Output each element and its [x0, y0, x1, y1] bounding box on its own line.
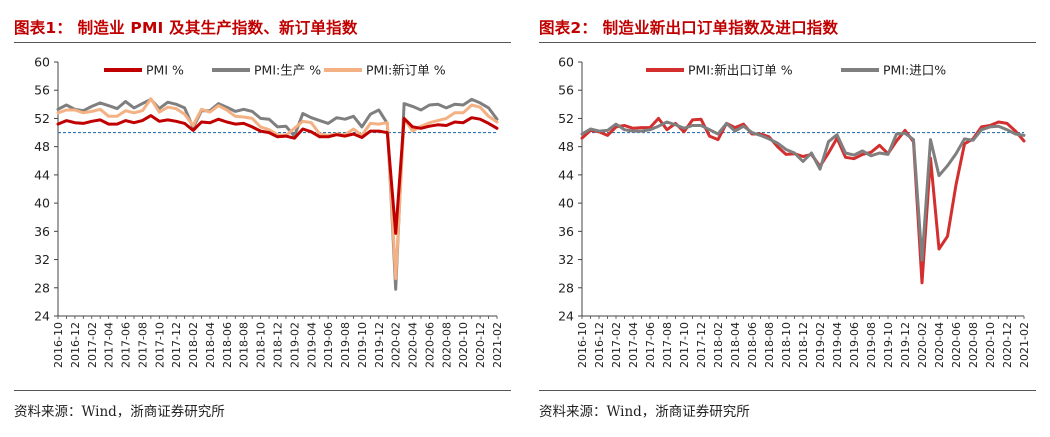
x-tick-label: 2018-10: [780, 322, 793, 368]
y-tick-label: 56: [34, 83, 50, 98]
y-tick-label: 52: [558, 111, 574, 126]
x-tick-label: 2017-06: [120, 322, 133, 368]
title-divider: [14, 42, 511, 43]
series-line-2: [56, 97, 499, 281]
x-tick-label: 2016-10: [52, 322, 65, 368]
series-line-0: [56, 114, 499, 235]
x-tick-label: 2020-06: [950, 322, 963, 368]
y-tick-label: 48: [558, 139, 574, 154]
x-tick-label: 2017-04: [627, 322, 640, 368]
x-tick-label: 2019-10: [882, 322, 895, 368]
x-tick-label: 2021-02: [491, 322, 504, 368]
x-tick-label: 2018-04: [204, 322, 217, 368]
y-tick-label: 40: [558, 196, 574, 211]
x-tick-label: 2020-04: [407, 322, 420, 368]
x-tick-label: 2017-08: [136, 322, 149, 368]
x-tick-label: 2020-10: [457, 322, 470, 368]
x-tick-label: 2018-08: [763, 322, 776, 368]
x-tick-label: 2017-10: [678, 322, 691, 368]
source-note: 资料来源：Wind，浙商证券研究所: [539, 404, 750, 420]
y-tick-label: 36: [558, 224, 574, 239]
y-tick-label: 56: [558, 83, 574, 98]
x-tick-label: 2018-12: [797, 322, 810, 368]
series-line-1: [580, 120, 1026, 262]
x-tick-label: 2016-12: [69, 322, 82, 368]
x-tick-label: 2017-06: [644, 322, 657, 368]
x-tick-label: 2020-02: [390, 322, 403, 368]
x-tick-label: 2019-12: [373, 322, 386, 368]
legend-label: PMI %: [146, 63, 184, 78]
x-tick-label: 2019-08: [339, 322, 352, 368]
x-tick-label: 2020-08: [967, 322, 980, 368]
x-tick-label: 2019-06: [322, 322, 335, 368]
source-note: 资料来源：Wind，浙商证券研究所: [14, 404, 225, 420]
line-chart-1: 24 28 32 36 40 44 48 52 56 60 2016-10 2016-12 2017-0…: [34, 55, 504, 368]
x-tick-label: 2017-12: [695, 322, 708, 368]
x-tick-label: 2018-04: [729, 322, 742, 368]
x-tick-label: 2016-10: [576, 322, 589, 368]
x-tick-label: 2020-12: [474, 322, 487, 368]
y-tick-label: 44: [34, 167, 50, 182]
x-tick-label: 2019-04: [305, 322, 318, 368]
x-tick-label: 2020-04: [933, 322, 946, 368]
chart-title: 图表1： 制造业 PMI 及其生产指数、新订单指数: [14, 19, 358, 37]
x-tick-label: 2016-12: [593, 322, 606, 368]
x-tick-label: 2017-02: [86, 322, 99, 368]
chart-title: 图表2： 制造业新出口订单指数及进口指数: [539, 19, 839, 37]
x-tick-label: 2019-02: [814, 322, 827, 368]
y-tick-label: 24: [34, 309, 50, 324]
x-tick-label: 2021-02: [1018, 322, 1031, 368]
x-tick-label: 2020-02: [916, 322, 929, 368]
chart-panel-1: 图表1： 制造业 PMI 及其生产指数、新订单指数 24 28 32 36 40 44 48…: [14, 19, 511, 420]
series-line-0: [580, 116, 1026, 285]
chart-panel-2: 图表2： 制造业新出口订单指数及进口指数 24 28 32 36 40 44 48 52 56 6…: [525, 0, 1050, 437]
y-tick-label: 60: [558, 55, 574, 70]
legend-label: PMI:生产 %: [254, 63, 321, 78]
y-tick-label: 24: [558, 309, 574, 324]
y-tick-label: 28: [34, 280, 50, 295]
series-line-1: [56, 97, 499, 291]
x-tick-label: 2019-06: [848, 322, 861, 368]
x-tick-label: 2017-12: [170, 322, 183, 368]
x-tick-label: 2018-06: [746, 322, 759, 368]
y-tick-label: 36: [34, 224, 50, 239]
x-tick-label: 2018-10: [255, 322, 268, 368]
x-tick-label: 2019-04: [831, 322, 844, 368]
x-tick-label: 2020-08: [440, 322, 453, 368]
x-tick-label: 2017-04: [103, 322, 116, 368]
y-tick-label: 48: [34, 139, 50, 154]
y-tick-label: 32: [558, 252, 574, 267]
x-tick-label: 2019-12: [899, 322, 912, 368]
x-tick-label: 2020-06: [423, 322, 436, 368]
x-tick-label: 2017-10: [153, 322, 166, 368]
legend-label: PMI:新订单 %: [366, 63, 446, 78]
source-divider: [539, 390, 1036, 391]
y-tick-label: 52: [34, 111, 50, 126]
x-tick-label: 2018-08: [238, 322, 251, 368]
x-tick-label: 2018-12: [272, 322, 285, 368]
y-tick-label: 40: [34, 196, 50, 211]
line-chart-2: 24 28 32 36 40 44 48 52 56 60 2016-10 2016-12 2017-0…: [558, 55, 1031, 368]
x-tick-label: 2018-02: [712, 322, 725, 368]
legend-label: PMI:进口%: [883, 63, 946, 78]
x-tick-label: 2019-02: [288, 322, 301, 368]
x-tick-label: 2020-10: [984, 322, 997, 368]
title-divider: [539, 42, 1036, 43]
y-tick-label: 44: [558, 167, 574, 182]
source-divider: [14, 390, 511, 391]
x-tick-label: 2018-02: [187, 322, 200, 368]
y-tick-label: 60: [34, 55, 50, 70]
legend-label: PMI:新出口订单 %: [688, 63, 793, 78]
x-tick-label: 2020-12: [1001, 322, 1014, 368]
y-tick-label: 28: [558, 280, 574, 295]
x-tick-label: 2018-06: [221, 322, 234, 368]
x-tick-label: 2017-08: [661, 322, 674, 368]
x-tick-label: 2019-10: [356, 322, 369, 368]
y-tick-label: 32: [34, 252, 50, 267]
x-tick-label: 2017-02: [610, 322, 623, 368]
x-tick-label: 2019-08: [865, 322, 878, 368]
